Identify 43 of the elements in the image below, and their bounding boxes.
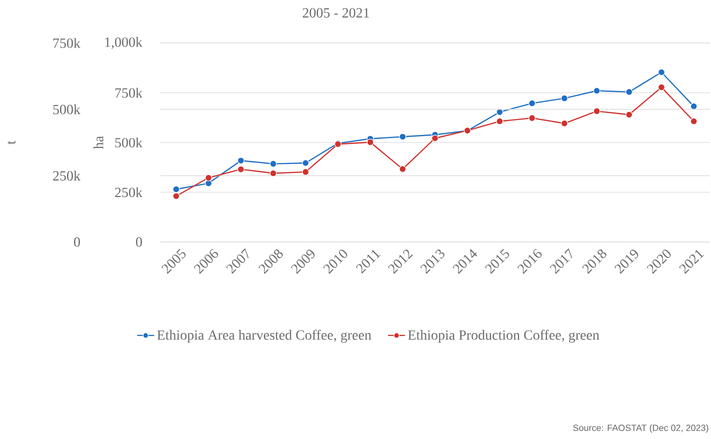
point — [237, 157, 244, 164]
point — [496, 108, 504, 116]
point — [626, 88, 633, 96]
point — [528, 100, 536, 107]
point — [270, 160, 277, 168]
point — [270, 170, 277, 177]
point — [626, 111, 633, 118]
y2-tick-label: 750k — [53, 38, 80, 48]
point — [560, 120, 568, 127]
point — [690, 102, 698, 110]
point — [593, 108, 600, 115]
legend-label: Ethiopia Production Coffee, green — [408, 330, 600, 343]
point — [399, 133, 406, 140]
y-tick-label: 1,000k — [105, 37, 142, 49]
point — [302, 159, 310, 166]
point — [658, 84, 665, 91]
point — [432, 134, 439, 142]
point — [528, 114, 536, 122]
point — [366, 138, 374, 146]
y-tick-label: 750k — [115, 88, 142, 98]
point — [237, 166, 244, 173]
point — [560, 94, 568, 102]
point — [172, 192, 180, 200]
y2-tick-label: 0 — [74, 237, 80, 247]
y-tick-label: 500k — [115, 138, 142, 148]
point — [205, 174, 212, 182]
point — [399, 166, 406, 173]
chart-title: 2005 - 2021 — [302, 8, 369, 18]
point — [172, 186, 180, 193]
source-note: Source: FAOSTAT (Dec 02, 2023) — [573, 424, 708, 433]
x-tick-label: 2011 — [356, 250, 381, 274]
y2-tick-label: 500k — [53, 104, 80, 114]
legend-label: Ethiopia Area harvested Coffee, green — [157, 330, 372, 343]
point — [690, 118, 698, 125]
point — [658, 68, 665, 76]
y-axis-title: ha — [93, 136, 104, 149]
point — [496, 118, 504, 125]
y2-tick-label: 250k — [53, 170, 80, 181]
y-tick-label: 0 — [136, 237, 142, 247]
point — [593, 87, 600, 94]
y-tick-label: 250k — [115, 187, 142, 198]
point — [302, 168, 310, 176]
y2-axis-title: t — [7, 140, 16, 144]
